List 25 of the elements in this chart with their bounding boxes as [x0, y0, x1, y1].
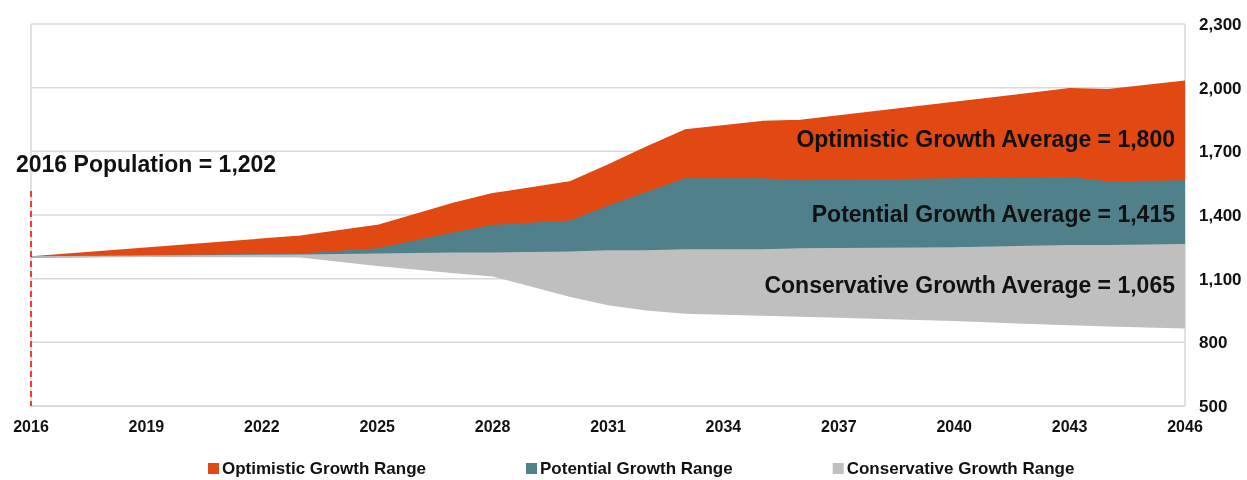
y-tick-label: 2,000: [1199, 78, 1242, 98]
ref-line-label: 2016 Population = 1,202: [16, 151, 277, 177]
y-tick-label: 1,100: [1199, 269, 1242, 289]
x-tick-label: 2043: [1051, 418, 1088, 435]
x-tick-label: 2040: [936, 418, 973, 435]
y-tick-label: 1,400: [1199, 206, 1242, 226]
annotation: Potential Growth Average = 1,415: [811, 200, 1176, 227]
y-tick-label: 800: [1199, 333, 1228, 353]
y-tick-label: 2,300: [1199, 15, 1242, 35]
legend-label: Potential Growth Range: [540, 459, 733, 478]
x-tick-label: 2016: [13, 418, 49, 435]
x-tick-label: 2046: [1167, 418, 1203, 435]
annotation: Optimistic Growth Average = 1,800: [796, 125, 1175, 152]
x-tick-label: 2028: [474, 418, 511, 435]
legend-label: Conservative Growth Range: [846, 459, 1075, 478]
annotation: Conservative Growth Average = 1,065: [764, 272, 1176, 299]
y-tick-label: 1,700: [1199, 142, 1242, 162]
y-tick-label: 500: [1199, 397, 1228, 417]
x-tick-label: 2022: [244, 418, 280, 435]
x-tick-label: 2025: [359, 418, 396, 435]
x-tick-label: 2037: [821, 418, 857, 435]
legend-label: Optimistic Growth Range: [222, 459, 427, 478]
x-tick-label: 2031: [590, 418, 626, 435]
x-tick-label: 2019: [128, 418, 165, 435]
x-tick-label: 2034: [705, 418, 742, 435]
